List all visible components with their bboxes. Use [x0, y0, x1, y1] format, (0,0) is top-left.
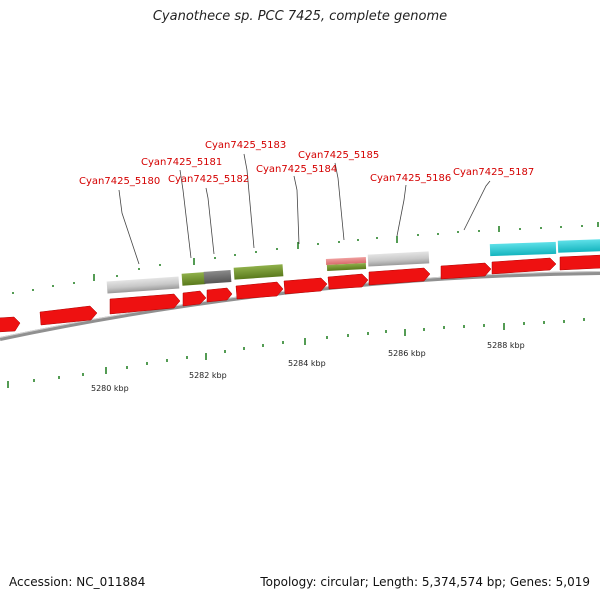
hit-box-olive[interactable] [233, 264, 284, 280]
gene-label-5185[interactable]: Cyan7425_5185 [298, 150, 379, 161]
forward-cds-track [0, 254, 600, 333]
hit-box-cyan[interactable] [557, 239, 600, 253]
accession-text: Accession: NC_011884 [9, 575, 146, 589]
gene-label-5183[interactable]: Cyan7425_5183 [205, 140, 286, 151]
cds-arrow[interactable] [327, 273, 369, 290]
hit-box-grey[interactable] [367, 251, 430, 267]
label-leaders [118, 153, 491, 265]
scale-label-5288: 5288 kbp [487, 341, 525, 350]
gene-label-5180[interactable]: Cyan7425_5180 [79, 176, 160, 187]
scale-label-5280: 5280 kbp [91, 384, 129, 393]
scale-label-5282: 5282 kbp [189, 371, 227, 380]
hit-box-cyan[interactable] [489, 241, 557, 257]
hit-box-grey[interactable] [106, 276, 180, 294]
gene-label-5182[interactable]: Cyan7425_5182 [168, 174, 249, 185]
cds-arrow[interactable] [39, 305, 98, 326]
cds-arrow[interactable] [368, 267, 431, 286]
cds-arrow[interactable] [440, 262, 492, 280]
cds-arrow[interactable] [0, 316, 21, 333]
cds-arrow[interactable] [235, 281, 284, 300]
gene-label-5186[interactable]: Cyan7425_5186 [370, 173, 451, 184]
genome-summary-text: Topology: circular; Length: 5,374,574 bp… [260, 575, 590, 589]
cds-arrow[interactable] [206, 287, 233, 303]
hit-box-dark[interactable] [203, 270, 232, 284]
gene-label-5184[interactable]: Cyan7425_5184 [256, 164, 337, 175]
inner-tick-row [7, 318, 585, 388]
cds-arrow[interactable] [182, 290, 207, 307]
cds-arrow[interactable] [109, 293, 181, 315]
outer-tick-row [12, 222, 599, 294]
gene-label-5181[interactable]: Cyan7425_5181 [141, 157, 222, 168]
cds-arrow[interactable] [559, 254, 600, 271]
hit-box-olive[interactable] [181, 272, 206, 286]
cds-arrow[interactable] [491, 257, 557, 275]
scale-label-5284: 5284 kbp [288, 359, 326, 368]
gene-label-5187[interactable]: Cyan7425_5187 [453, 167, 534, 178]
hit-box-salmon[interactable] [325, 256, 367, 266]
hit-box-olive[interactable] [326, 262, 367, 271]
map-title: Cyanothece sp. PCC 7425, complete genome [152, 9, 448, 24]
cds-arrow[interactable] [283, 277, 328, 295]
hit-track [106, 239, 600, 294]
scale-label-5286: 5286 kbp [388, 349, 426, 358]
